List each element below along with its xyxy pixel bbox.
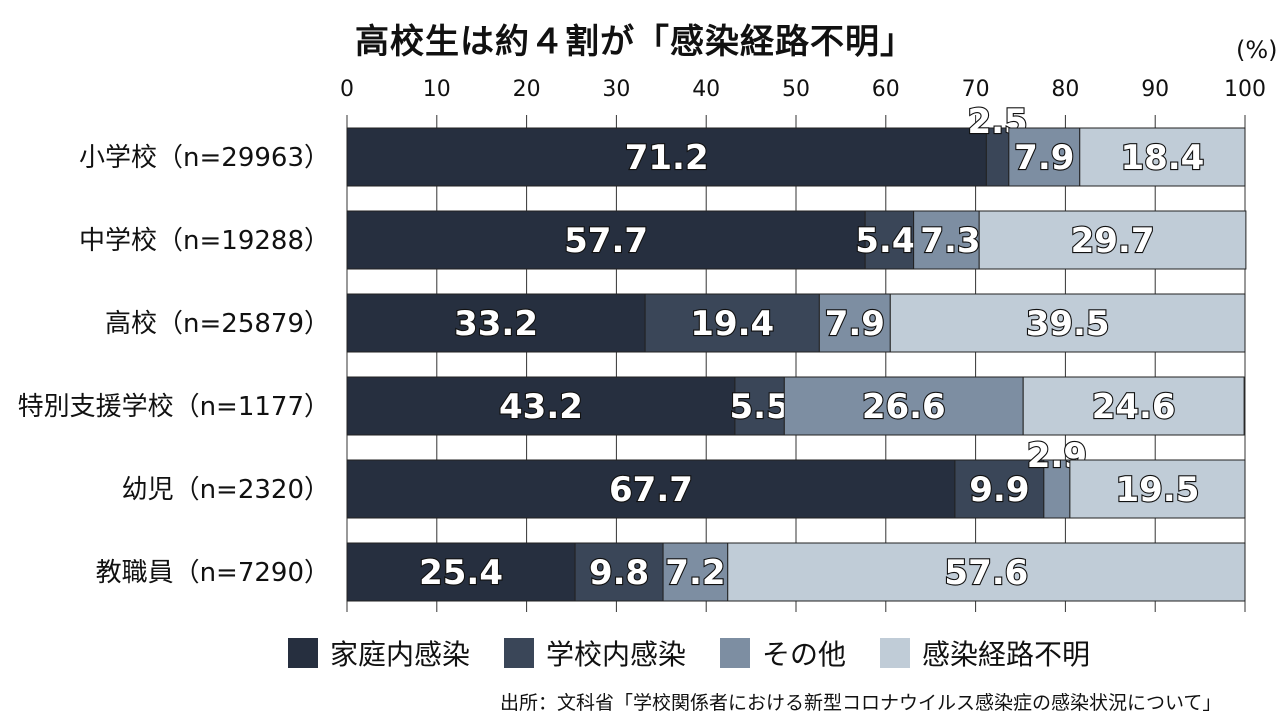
x-tick-label: 10	[423, 77, 451, 102]
data-label: 25.4	[419, 553, 503, 593]
bar-segment-school	[644, 293, 820, 353]
legend-item-unknown: 感染経路不明	[880, 636, 1091, 671]
bar-segment-unknown	[889, 293, 1246, 353]
bar-segment-other	[662, 542, 729, 602]
bar-segment-school	[954, 459, 1045, 519]
bar-segment-other	[1008, 127, 1081, 187]
bar-segment-household	[346, 459, 956, 519]
data-label: 7.9	[1014, 138, 1074, 178]
data-label: 19.4	[690, 304, 774, 344]
data-label: 26.6	[862, 387, 946, 427]
data-label: 57.6	[944, 553, 1028, 593]
category-label: 幼児（n=2320）	[122, 475, 330, 505]
source-note: 出所：文科省「学校関係者における新型コロナウイルス感染症の感染状況について」	[500, 692, 1222, 714]
x-tick-label: 80	[1051, 77, 1079, 102]
bar-segment-unknown	[1069, 459, 1246, 519]
legend-swatch-unknown	[880, 638, 911, 668]
chart-title: 高校生は約４割が「感染経路不明」	[355, 22, 915, 62]
legend-swatch-household	[288, 638, 318, 668]
data-label: 67.7	[609, 470, 693, 510]
x-tick-label: 0	[340, 77, 354, 102]
data-label: 71.2	[625, 138, 709, 178]
x-tick-label: 70	[962, 77, 990, 102]
data-label: 2.9	[1027, 436, 1087, 476]
data-label: 7.9	[825, 304, 885, 344]
data-label: 39.5	[1026, 304, 1110, 344]
legend-label-unknown: 感染経路不明	[922, 638, 1091, 671]
data-label: 5.4	[855, 221, 915, 261]
legend-label-household: 家庭内感染	[330, 638, 471, 671]
category-label: 教職員（n=7290）	[96, 558, 330, 588]
legend-item-other: その他	[720, 636, 847, 671]
bar-segment-unknown	[1022, 376, 1245, 436]
data-label: 7.3	[920, 221, 980, 261]
category-label: 特別支援学校（n=1177）	[18, 392, 330, 422]
x-tick-label: 50	[782, 77, 810, 102]
category-label: 中学校（n=19288）	[79, 226, 330, 256]
data-label: 57.7	[564, 221, 648, 261]
legend-item-school: 学校内感染	[504, 636, 687, 671]
x-tick-label: 40	[692, 77, 720, 102]
x-tick-label: 20	[513, 77, 541, 102]
data-label: 33.2	[454, 304, 538, 344]
bar-segment-school	[574, 542, 664, 602]
category-label: 小学校（n=29963）	[79, 143, 330, 173]
x-tick-label: 100	[1224, 77, 1266, 102]
legend-label-other: その他	[762, 638, 847, 671]
legend-label-school: 学校内感染	[546, 638, 687, 671]
bar-segment-household	[346, 376, 736, 436]
legend-item-household: 家庭内感染	[288, 636, 471, 671]
legend-swatch-school	[504, 638, 535, 668]
x-tick-label: 60	[872, 77, 900, 102]
data-label: 24.6	[1092, 387, 1176, 427]
x-tick-label: 30	[602, 77, 630, 102]
bar-segment-other	[783, 376, 1024, 436]
bar-segment-school	[734, 376, 785, 436]
legend-swatch-other	[720, 638, 751, 668]
bar-segment-unknown	[727, 542, 1246, 602]
bar-segment-other	[818, 293, 891, 353]
bar-segment-unknown	[1079, 127, 1246, 187]
data-label: 29.7	[1071, 221, 1155, 261]
data-label: 43.2	[499, 387, 583, 427]
data-label: 9.9	[969, 470, 1029, 510]
bar-segment-household	[346, 127, 987, 187]
data-label: 18.4	[1120, 138, 1204, 178]
x-tick-label: 90	[1141, 77, 1169, 102]
bar-segment-household	[346, 542, 576, 602]
unit-label: (%)	[1236, 36, 1278, 64]
bar-segment-household	[346, 293, 646, 353]
legend: 家庭内感染 学校内感染 その他 感染経路不明	[288, 636, 1091, 671]
data-label: 19.5	[1115, 470, 1199, 510]
data-label: 9.8	[589, 553, 649, 593]
bar-segment-household	[346, 210, 866, 270]
bar-segment-other	[913, 210, 980, 270]
data-label: 5.5	[730, 387, 790, 427]
bar-segment-unknown	[978, 210, 1247, 270]
category-label: 高校（n=25879）	[105, 309, 330, 339]
data-label: 7.2	[665, 553, 725, 593]
